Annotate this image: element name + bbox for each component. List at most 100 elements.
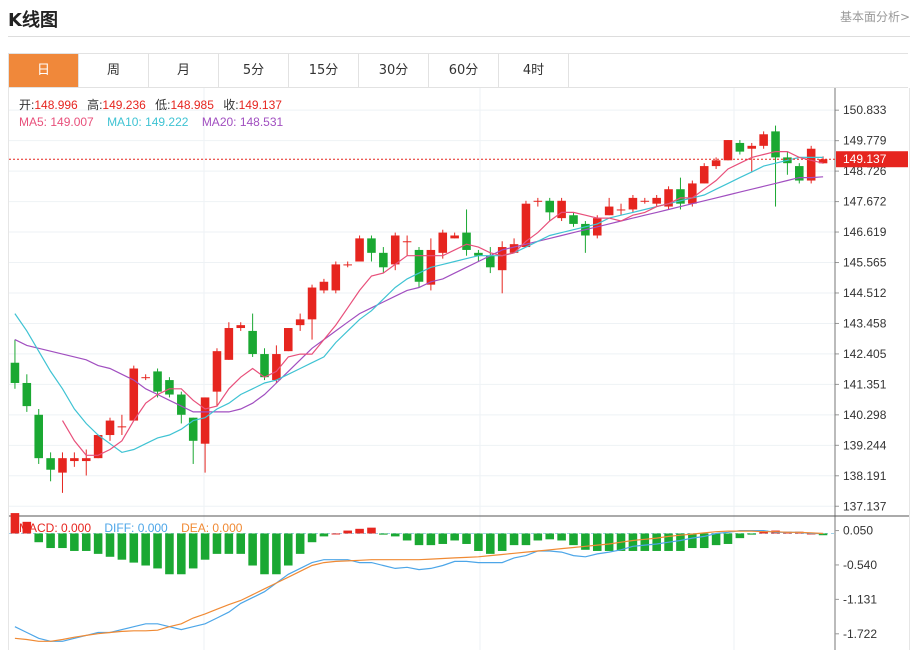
candle-body [272,354,281,381]
tab-5min[interactable]: 5分 [219,54,289,87]
macd-bar [474,533,483,551]
macd-bar [379,533,388,535]
dea-value: DEA: 0.000 [181,521,243,535]
macd-bar [462,533,471,544]
tab-month[interactable]: 月 [149,54,219,87]
macd-bar [10,513,20,534]
candle-body [806,148,816,181]
macd-bar [319,533,329,537]
macd-bar [557,533,566,541]
candle-body [260,354,269,378]
kline-chart-svg[interactable]: 150.833 149.779 148.726 147.672 146.619 145.5… [9,88,909,650]
candle-body [129,368,139,421]
candle-body [153,371,162,392]
macd-bar [486,533,495,554]
macd-bar [153,533,162,569]
candle-body [319,281,329,291]
macd-bar [628,533,638,551]
candle-body [545,200,555,213]
candle-body [533,200,543,202]
ma10-line [14,156,824,454]
macd-bar [414,533,424,546]
candle-body [628,197,638,210]
macd-bar [34,533,43,543]
tab-day[interactable]: 日 [9,54,79,87]
macd-bar [165,533,174,575]
macd-bar [177,533,186,575]
y-tick-label: 147.672 [843,195,887,209]
candle-body [295,319,305,326]
macd-bar [331,533,341,535]
candle-body [46,458,55,470]
kline-chart-area[interactable]: 150.833 149.779 148.726 147.672 146.619 145.5… [8,88,910,650]
candle-body [188,417,198,441]
macd-y-tick-label: -1.722 [843,627,877,641]
macd-bar [93,533,103,554]
candle-body [117,426,127,428]
candle-body [557,200,566,219]
macd-bar [581,533,590,550]
y-tick-label: 150.833 [843,103,887,117]
ma5-line [61,151,824,456]
y-tick-label: 143.458 [843,316,887,330]
macd-bar [117,533,127,560]
current-price-tag [836,151,908,168]
macd-bar [81,533,91,551]
macd-bar [450,533,459,541]
candle-body [236,325,246,329]
candle-body [450,235,459,239]
diff-value: DIFF: 0.000 [104,521,168,535]
tab-60min[interactable]: 60分 [429,54,499,87]
candle-body [699,166,709,184]
macd-value: MACD: 0.000 [19,521,92,535]
candle-body [521,203,531,248]
ohlc-readout: 开:148.996 高:149.236 低:148.985 收:149.137 [19,98,282,112]
macd-bar [735,533,745,539]
candle-body [604,206,614,216]
macd-bar [676,533,685,551]
macd-readout: MACD: 0.000 DIFF: 0.000 DEA: 0.000 [19,521,242,535]
macd-bar [236,533,246,554]
macd-bar [604,533,614,551]
candle-body [438,232,448,253]
tab-week[interactable]: 周 [79,54,149,87]
fundamental-analysis-link[interactable]: 基本面分析> [839,10,910,24]
candle-body [569,215,578,224]
macd-bar [569,533,578,546]
macd-bar [260,533,269,575]
tab-4hour[interactable]: 4时 [499,54,569,87]
y-tick-label: 144.512 [843,286,887,300]
macd-bar [295,533,305,554]
macd-bar [699,533,709,549]
macd-bar [355,528,364,534]
macd-bar [367,527,376,534]
page-title: K线图 [8,10,58,31]
tab-15min[interactable]: 15分 [289,54,359,87]
candle-body [93,435,103,459]
candle-body [34,414,43,459]
candle-body [307,287,317,320]
candle-body [616,209,626,211]
y-tick-label: 146.619 [843,225,887,239]
macd-bar [509,533,519,546]
tab-30min[interactable]: 30分 [359,54,429,87]
candle-body [402,241,412,243]
candle-body [58,458,67,473]
candle-body [70,458,79,462]
macd-bar [200,533,210,560]
macd-bar [723,533,733,544]
macd-bar [426,533,436,546]
candle-body [497,247,507,271]
candle-body [379,252,388,268]
candle-body [771,131,780,158]
candle-body [355,238,364,262]
candle-body [22,382,32,407]
candle-body [462,232,471,250]
y-tick-label: 145.565 [843,256,887,270]
y-tick-label: 141.351 [843,377,887,391]
macd-y-tick-label: -1.131 [843,592,877,606]
candle-body [723,140,733,161]
current-price-label: 149.137 [843,152,887,166]
macd-bar [212,533,222,554]
macd-bar [46,533,55,549]
